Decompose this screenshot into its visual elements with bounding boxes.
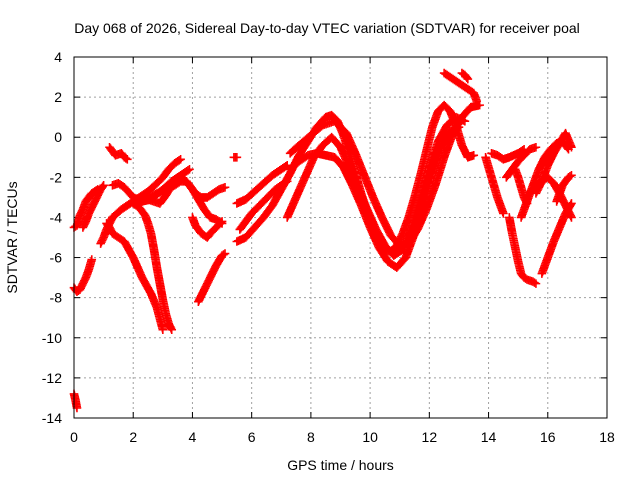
data-point	[567, 199, 576, 208]
y-tick-label: -4	[50, 209, 63, 225]
data-point	[281, 162, 291, 171]
data-point	[469, 150, 479, 160]
data-point	[174, 155, 184, 165]
series-track-q	[232, 161, 292, 208]
data-point	[567, 171, 576, 180]
plot-frame	[73, 56, 608, 419]
data-point	[99, 181, 108, 190]
data-point	[167, 325, 177, 335]
series-track-y	[487, 144, 529, 164]
data-point	[183, 166, 193, 175]
y-tick-label: -8	[50, 290, 63, 306]
data-point	[72, 403, 82, 413]
x-tick-labels: 0 2 4 6 8 10 12 14 16 18	[70, 429, 615, 445]
data-point	[123, 154, 132, 164]
x-tick-label: 6	[248, 429, 256, 445]
x-tick-label: 10	[362, 429, 378, 445]
data-point	[232, 152, 242, 162]
x-tick-label: 0	[70, 429, 78, 445]
series-track-o	[229, 152, 242, 162]
x-axis-label: GPS time / hours	[287, 457, 394, 473]
gridlines	[74, 57, 607, 418]
series-track-n	[188, 213, 227, 242]
data-point	[98, 182, 107, 191]
x-tick-label: 18	[599, 429, 615, 445]
axis-ticks	[73, 56, 608, 419]
data-point	[220, 183, 230, 192]
data-point	[87, 255, 97, 264]
series-track-g	[102, 219, 168, 335]
series-track-u	[285, 100, 484, 250]
series-track-x	[481, 152, 508, 218]
data-point	[567, 142, 576, 152]
series-track-b	[69, 185, 102, 232]
series-track-af	[531, 128, 576, 198]
data-point	[176, 154, 185, 164]
data-point	[530, 278, 539, 287]
y-tick-label: -10	[42, 330, 62, 346]
series-track-m	[194, 249, 230, 306]
series-track-ag	[552, 171, 576, 206]
series-track-v	[439, 68, 482, 106]
x-tick-label: 8	[307, 429, 315, 445]
x-tick-label: 14	[481, 429, 497, 445]
data-point	[158, 325, 168, 335]
data-point	[216, 218, 226, 227]
y-tick-label: 4	[54, 49, 62, 65]
y-tick-label: -6	[50, 250, 63, 266]
y-tick-label: 0	[54, 129, 62, 145]
y-tick-labels: -14 -12 -10 -8 -6 -4 -2 0 2 4	[42, 49, 62, 426]
data-point	[219, 250, 228, 259]
data-point	[499, 209, 508, 218]
y-axis-label: SDTVAR / TECUs	[4, 181, 20, 293]
data-point	[472, 96, 482, 106]
data-point	[531, 142, 541, 152]
data-points	[69, 68, 576, 413]
data-point	[567, 213, 576, 222]
x-tick-label: 12	[422, 429, 438, 445]
series-track-l	[131, 165, 194, 208]
x-tick-label: 16	[540, 429, 556, 445]
series-track-j	[128, 199, 177, 335]
data-point	[565, 172, 575, 181]
data-point	[220, 249, 230, 258]
data-point	[531, 279, 541, 288]
series-track-c	[69, 389, 82, 413]
series-track-d	[78, 181, 108, 232]
y-tick-label: 2	[54, 89, 62, 105]
data-point	[462, 73, 472, 83]
data-point	[121, 153, 131, 163]
data-point	[566, 200, 575, 210]
x-tick-label: 2	[129, 429, 137, 445]
y-tick-label: -2	[50, 169, 63, 185]
series-track-a	[69, 255, 97, 296]
data-point	[463, 74, 473, 84]
chart-title: Day 068 of 2026, Sidereal Day-to-day VTE…	[74, 20, 580, 36]
y-tick-label: -14	[42, 410, 62, 426]
series-track-aa	[504, 213, 541, 288]
series-track-ae	[537, 199, 576, 278]
data-point	[217, 217, 227, 226]
series-track-z	[502, 142, 541, 182]
x-tick-label: 4	[189, 429, 197, 445]
series-track-f	[105, 142, 132, 164]
y-tick-label: -12	[42, 370, 62, 386]
data-point	[185, 165, 194, 174]
series-track-w	[457, 68, 473, 84]
